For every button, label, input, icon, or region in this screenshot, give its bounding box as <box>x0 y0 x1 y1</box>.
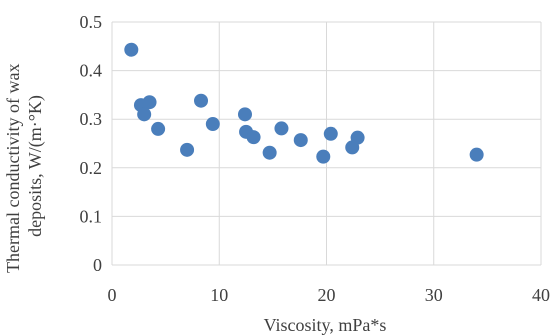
data-point <box>350 130 365 145</box>
y-tick-label: 0.1 <box>80 206 103 226</box>
x-tick-label: 30 <box>425 285 443 305</box>
y-tick-label: 0.5 <box>80 12 103 32</box>
data-point <box>246 130 261 145</box>
data-point <box>316 149 331 164</box>
y-axis-label: Thermal conductivity of wax deposits, W/… <box>3 59 46 273</box>
data-point <box>151 121 166 136</box>
data-point <box>142 95 157 110</box>
data-point <box>180 142 195 157</box>
data-point <box>293 133 308 148</box>
gridlines <box>111 21 542 266</box>
y-axis-label-line-2: deposits, W/(m·°K) <box>25 95 46 237</box>
data-point <box>262 145 277 160</box>
x-tick-label: 40 <box>532 285 550 305</box>
data-point <box>274 121 289 136</box>
x-axis-label: Viscosity, mPa*s <box>264 315 387 335</box>
y-axis-label-line-1: Thermal conductivity of wax <box>3 64 23 273</box>
y-tick-label: 0.3 <box>80 109 103 129</box>
data-point <box>469 147 484 162</box>
data-points <box>124 42 484 164</box>
x-tick-label: 10 <box>210 285 228 305</box>
data-point <box>323 126 338 141</box>
y-tick-label: 0.4 <box>80 61 103 81</box>
data-point <box>124 42 139 57</box>
y-tick-label: 0.2 <box>80 158 103 178</box>
data-point <box>194 93 209 108</box>
x-tick-label: 0 <box>108 285 117 305</box>
data-point <box>137 107 152 122</box>
data-point <box>237 107 252 122</box>
tick-labels: 0 0.1 0.2 0.3 0.4 0.5 0 10 20 30 40 <box>80 12 551 305</box>
data-point <box>205 117 220 132</box>
x-tick-label: 20 <box>318 285 336 305</box>
y-tick-label: 0 <box>93 255 102 275</box>
